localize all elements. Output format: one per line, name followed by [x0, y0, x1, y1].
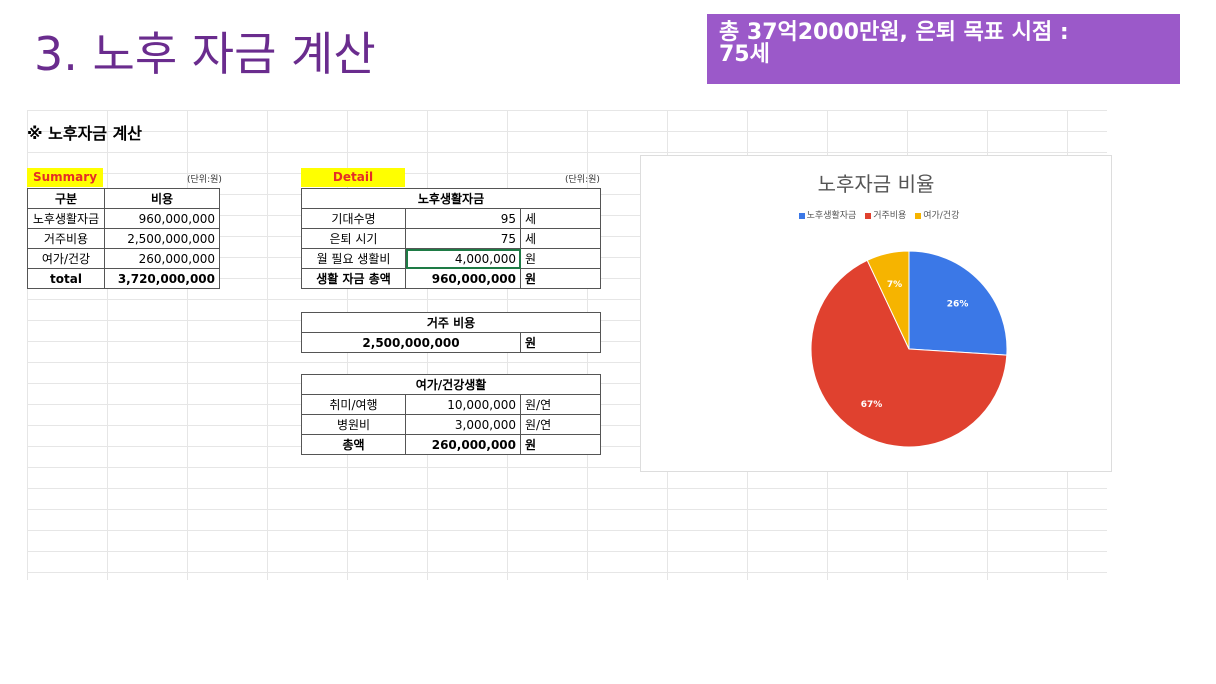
summary-item: 여가/건강: [27, 248, 105, 269]
pie-chart[interactable]: 노후자금 비율 노후생활자금 거주비용 여가/건강 26% 67% 7%: [640, 155, 1112, 472]
summary-item: 거주비용: [27, 228, 105, 249]
pie-label-0: 26%: [947, 299, 969, 309]
leisure-item: 병원비: [301, 414, 406, 435]
legend-swatch: [798, 212, 805, 219]
table-row: 은퇴 시기 75 세: [301, 228, 601, 249]
summary-cost: 260,000,000: [104, 248, 220, 269]
leisure-value: 260,000,000: [405, 434, 521, 455]
summary-banner: 총 37억2000만원, 은퇴 목표 시점 : 75세: [707, 14, 1180, 84]
summary-item: 노후생활자금: [27, 208, 105, 229]
legend-swatch: [915, 212, 922, 219]
pie-svg: 26% 67% 7%: [810, 250, 1008, 448]
table-row: 총액 260,000,000 원: [301, 434, 601, 455]
summary-table: 구분 비용 노후생활자금 960,000,000 거주비용 2,500,000,…: [27, 188, 220, 289]
summary-unit: (단위:원): [187, 175, 222, 185]
living-unit: 세: [520, 228, 601, 249]
living-value: 75: [405, 228, 521, 249]
legend-label: 노후생활자금: [806, 211, 857, 221]
housing-value: 2,500,000,000: [301, 332, 521, 353]
living-unit: 세: [520, 208, 601, 229]
banner-line-1: 총 37억2000만원, 은퇴 목표 시점 :: [719, 20, 1069, 45]
leisure-item: 취미/여행: [301, 394, 406, 415]
leisure-header: 여가/건강생활: [301, 374, 601, 395]
pie-slice-1[interactable]: [810, 259, 1008, 448]
living-item: 생활 자금 총액: [301, 268, 406, 289]
table-row: 취미/여행 10,000,000 원/연: [301, 394, 601, 415]
table-row: 2,500,000,000 원: [301, 332, 601, 353]
summary-total-row: total 3,720,000,000: [27, 268, 220, 289]
chart-title: 노후자금 비율: [817, 172, 935, 196]
leisure-value: 3,000,000: [405, 414, 521, 435]
sheet-heading: ※ 노후자금 계산: [27, 124, 143, 143]
living-item: 기대수명: [301, 208, 406, 229]
chart-legend: 노후생활자금 거주비용 여가/건강: [641, 208, 1111, 221]
table-row: 거주비용 2,500,000,000: [27, 228, 220, 249]
leisure-unit: 원/연: [520, 394, 601, 415]
pie-slice-2[interactable]: [866, 250, 910, 350]
table-row: 기대수명 95 세: [301, 208, 601, 229]
summary-cost: 960,000,000: [104, 208, 220, 229]
detail-unit: (단위:원): [565, 175, 600, 185]
summary-header-item: 구분: [27, 188, 105, 209]
living-value: 960,000,000: [405, 268, 521, 289]
slide-title: 3. 노후 자금 계산: [34, 27, 376, 81]
living-item: 은퇴 시기: [301, 228, 406, 249]
living-table: 노후생활자금 기대수명 95 세 은퇴 시기 75 세 월 필요 생활비 4,0…: [301, 188, 601, 289]
living-value-selected-cell[interactable]: 4,000,000: [405, 248, 521, 269]
summary-cost: 2,500,000,000: [104, 228, 220, 249]
leisure-value: 10,000,000: [405, 394, 521, 415]
table-row: 월 필요 생활비 4,000,000 원: [301, 248, 601, 269]
detail-label: Detail: [301, 168, 405, 187]
living-unit: 원: [520, 248, 601, 269]
summary-label: Summary: [27, 168, 103, 187]
living-unit: 원: [520, 268, 601, 289]
living-item: 월 필요 생활비: [301, 248, 406, 269]
leisure-unit: 원/연: [520, 414, 601, 435]
leisure-item: 총액: [301, 434, 406, 455]
legend-label: 여가/건강: [923, 211, 960, 221]
housing-table: 거주 비용 2,500,000,000 원: [301, 312, 601, 353]
summary-header-cost: 비용: [104, 188, 220, 209]
table-row: 병원비 3,000,000 원/연: [301, 414, 601, 435]
pie-label-2: 7%: [887, 280, 902, 290]
summary-total-value: 3,720,000,000: [104, 268, 220, 289]
summary-total-label: total: [27, 268, 105, 289]
leisure-unit: 원: [520, 434, 601, 455]
leisure-table: 여가/건강생활 취미/여행 10,000,000 원/연 병원비 3,000,0…: [301, 374, 601, 455]
living-value: 95: [405, 208, 521, 229]
housing-header: 거주 비용: [301, 312, 601, 333]
legend-swatch: [865, 212, 872, 219]
living-header: 노후생활자금: [301, 188, 601, 209]
pie-slice-0[interactable]: [908, 250, 1008, 356]
banner-line-2: 75세: [719, 42, 770, 67]
pie-label-1: 67%: [861, 400, 883, 410]
table-row: 노후생활자금 960,000,000: [27, 208, 220, 229]
table-row: 여가/건강 260,000,000: [27, 248, 220, 269]
housing-unit: 원: [520, 332, 601, 353]
legend-label: 거주비용: [873, 211, 907, 221]
table-row: 생활 자금 총액 960,000,000 원: [301, 268, 601, 289]
